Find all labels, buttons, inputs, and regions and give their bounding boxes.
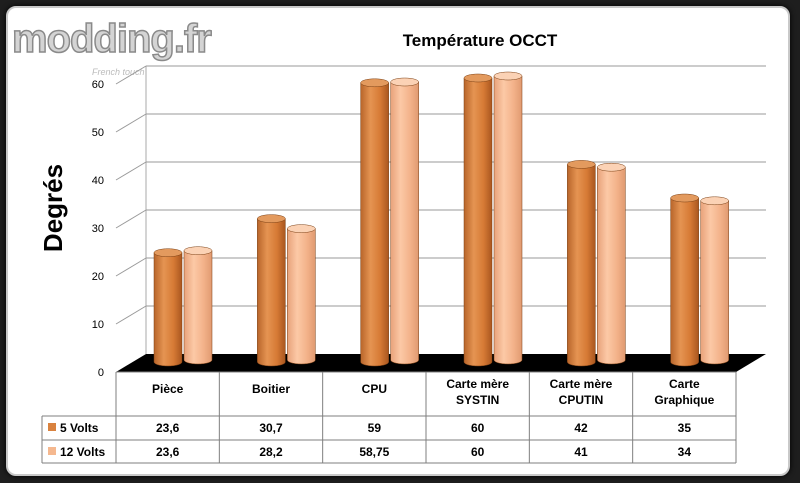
bar-series2 — [597, 162, 626, 365]
bar-series1 — [360, 78, 389, 367]
y-tick-label: 60 — [92, 79, 104, 91]
bar-body — [493, 75, 523, 365]
gridlines: 0 10 20 30 40 50 60 — [92, 65, 766, 379]
bar-cap — [287, 224, 316, 233]
category-label: CPUTIN — [559, 393, 604, 407]
bar-cap — [183, 246, 213, 255]
data-label: 23,6 — [156, 445, 180, 459]
data-label: 30,7 — [259, 421, 283, 435]
category-label: CPU — [362, 382, 387, 396]
bar-cap — [463, 73, 493, 83]
bar-body — [597, 166, 626, 365]
bar-cap — [567, 160, 596, 169]
y-tick-label: 40 — [92, 175, 104, 187]
y-tick-label: 0 — [98, 367, 104, 379]
bar-body — [670, 197, 699, 367]
bar-cap — [153, 248, 183, 257]
gridline-diagonal — [115, 305, 147, 325]
gridline-diagonal — [115, 161, 147, 181]
legend-swatch — [48, 423, 56, 431]
site-logo: modding.fr French touch — [11, 16, 213, 77]
category-label: SYSTIN — [456, 393, 499, 407]
gridline-diagonal — [115, 65, 147, 85]
data-label: 34 — [678, 445, 692, 459]
data-label: 58,75 — [359, 445, 389, 459]
y-tick-label: 10 — [92, 319, 104, 331]
bar-body — [153, 252, 183, 367]
legend-label: 5 Volts — [60, 421, 99, 435]
data-table: Pièce Boitier CPU Carte mère SYSTIN Carte mèr… — [41, 371, 737, 464]
bar-body — [463, 77, 493, 367]
bars — [153, 71, 729, 367]
bar-cap — [257, 214, 286, 223]
category-label: Graphique — [654, 393, 714, 407]
category-label: Carte — [669, 377, 700, 391]
bar-series1 — [463, 73, 493, 367]
legend-label: 12 Volts — [60, 445, 105, 459]
bar-series2 — [390, 77, 419, 365]
gridline-diagonal — [115, 209, 147, 229]
bar-series1 — [670, 193, 699, 367]
y-tick-label: 50 — [92, 127, 104, 139]
logo-tagline: French touch — [92, 67, 145, 77]
category-label: Pièce — [152, 382, 184, 396]
data-label: 35 — [678, 421, 692, 435]
bar-body — [700, 200, 729, 365]
category-label: Boitier — [252, 382, 290, 396]
data-label: 41 — [574, 445, 588, 459]
y-axis-label: Degrés — [38, 164, 68, 252]
data-label: 28,2 — [259, 445, 283, 459]
logo-text: modding.fr — [12, 17, 211, 61]
bar-cap — [390, 77, 419, 87]
legend-swatch — [48, 447, 56, 455]
bar-body — [390, 81, 419, 365]
bar-series1 — [567, 160, 596, 367]
data-label: 23,6 — [156, 421, 180, 435]
bar-body — [257, 218, 286, 367]
bar-cap — [700, 196, 729, 206]
bar-body — [360, 82, 389, 367]
bar-cap — [670, 193, 699, 203]
data-label: 60 — [471, 421, 485, 435]
bar-series2 — [183, 246, 213, 365]
bar-cap — [493, 71, 523, 81]
chart-title: Température OCCT — [403, 31, 558, 50]
bar-series1 — [153, 248, 183, 367]
bar-series2 — [493, 71, 523, 365]
floor-plane — [116, 354, 766, 372]
bar-body — [567, 164, 596, 367]
chart-floor — [116, 354, 766, 372]
y-tick-label: 30 — [92, 223, 104, 235]
gridline-diagonal — [115, 113, 147, 133]
category-label: Carte mère — [446, 377, 509, 391]
bar-series1 — [257, 214, 286, 367]
data-label: 59 — [368, 421, 382, 435]
bar-body — [183, 250, 213, 365]
gridline-diagonal — [115, 257, 147, 277]
bar-series2 — [287, 224, 316, 365]
data-label: 60 — [471, 445, 485, 459]
bar-body — [287, 228, 316, 365]
bar-series2 — [700, 196, 729, 365]
bar-cap — [597, 162, 626, 172]
data-label: 42 — [574, 421, 588, 435]
bar-cap — [360, 78, 389, 88]
y-tick-label: 20 — [92, 271, 104, 283]
category-label: Carte mère — [550, 377, 613, 391]
